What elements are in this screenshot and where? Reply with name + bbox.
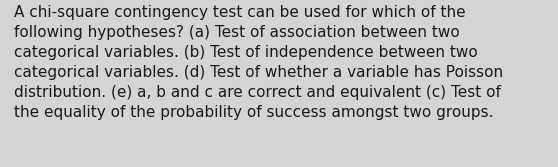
Text: A chi-square contingency test can be used for which of the
following hypotheses?: A chi-square contingency test can be use…	[14, 5, 503, 120]
